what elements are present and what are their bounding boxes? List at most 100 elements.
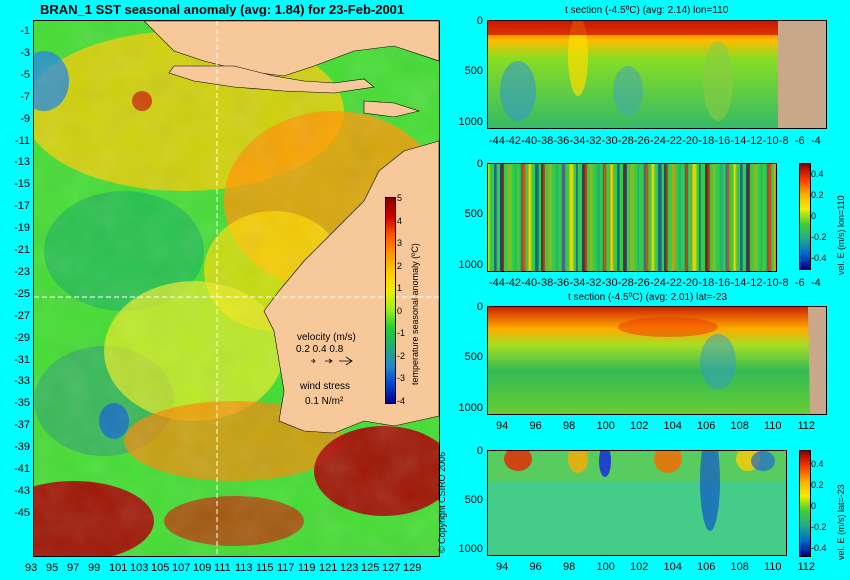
sst-colorbar-tick: -2 xyxy=(397,350,406,361)
panel-y-tick: 0 xyxy=(476,15,483,27)
vel-colorbar-tick: 0.4 xyxy=(811,459,824,469)
velocity-stripe xyxy=(665,164,668,271)
velocity-stripe xyxy=(773,164,776,271)
velocity-stripe xyxy=(555,164,559,271)
sst-map xyxy=(33,20,440,557)
velocity-stripe xyxy=(767,164,772,271)
vel-colorbar-tick: 0 xyxy=(811,211,817,221)
panel-y-tick: 0 xyxy=(476,445,483,457)
panel-x-tick: 106 xyxy=(697,420,716,432)
velocity-stripe xyxy=(747,164,749,271)
velocity-stripe xyxy=(508,164,512,271)
panel-x-tick: -32 xyxy=(585,135,602,147)
map-y-tick: -27 xyxy=(14,309,30,322)
map-y-tick: -31 xyxy=(14,353,30,366)
map-x-tick: 99 xyxy=(88,562,101,574)
panel-x-tick: -30 xyxy=(601,135,618,147)
copyright: © Copyright CSIRO 2006 xyxy=(437,451,447,553)
panel-x-tick: -42 xyxy=(505,135,521,147)
velocity-stripe xyxy=(549,164,551,271)
sst-colorbar-tick: 5 xyxy=(397,193,403,203)
velocity-stripe xyxy=(611,164,613,271)
panel-x-tick: -28 xyxy=(617,277,634,289)
map-x-tick: 103 xyxy=(130,562,149,574)
velocity-stripe xyxy=(624,164,626,271)
panel-y-tick: 0 xyxy=(476,301,483,313)
velocity-stripe xyxy=(535,164,539,271)
panel-x-tick: -38 xyxy=(537,135,554,147)
panel-x-tick: 96 xyxy=(529,420,542,432)
panel-x-tick: 94 xyxy=(496,561,509,573)
panel-x-tick: -6 xyxy=(794,277,805,289)
map-x-tick: 121 xyxy=(319,562,338,574)
velocity-stripe xyxy=(583,164,587,271)
sst-colorbar-tick: -4 xyxy=(397,395,406,406)
vel-colorbar-tick: 0.2 xyxy=(811,480,824,490)
sst-colorbar-tick: 1 xyxy=(397,283,403,293)
velocity-scale: 0.2 0.4 0.8 xyxy=(296,344,344,355)
map-y-tick: -33 xyxy=(14,375,30,388)
panel4-colorbar xyxy=(799,450,811,557)
panel-x-tick: -14 xyxy=(730,135,747,147)
map-x-tick: 93 xyxy=(25,562,38,574)
panel2-colorbar-label: vel. E (m/s) lon=110 xyxy=(836,195,846,275)
map-y-tick: -13 xyxy=(14,156,30,169)
map-y-tick: -5 xyxy=(20,68,30,81)
map-x-tick: 101 xyxy=(109,562,128,574)
panel-x-tick: -40 xyxy=(521,277,538,289)
panel-x-tick: -34 xyxy=(569,277,586,289)
panel-x-tick: 96 xyxy=(529,561,542,573)
vel-colorbar-tick: 0.4 xyxy=(811,169,824,179)
map-y-tick: -25 xyxy=(14,287,30,300)
sst-colorbar-tick: -1 xyxy=(397,328,406,338)
panel-x-tick: -30 xyxy=(601,277,618,289)
panel-x-tick: 98 xyxy=(563,420,576,432)
panel-x-tick: 110 xyxy=(764,420,782,432)
velocity-stripe xyxy=(562,164,565,271)
panel-x-tick: 102 xyxy=(630,420,649,432)
map-y-tick: -3 xyxy=(20,46,30,59)
map-y-tick: -15 xyxy=(14,178,30,191)
panel-x-tick: -8 xyxy=(778,135,789,147)
panel-x-tick: -42 xyxy=(505,277,521,289)
map-y-tick: -17 xyxy=(14,200,30,213)
map-y-tick: -9 xyxy=(20,112,30,125)
panel-y-tick: 500 xyxy=(464,493,483,506)
map-x-tick: 119 xyxy=(298,562,316,574)
velocity-stripe xyxy=(706,164,710,271)
vel-colorbar-tick: -0.2 xyxy=(811,522,827,532)
velocity-stripe xyxy=(514,164,517,271)
sst-colorbar-tick: 3 xyxy=(397,238,403,248)
map-x-tick: 109 xyxy=(193,562,212,574)
velocity-stripe xyxy=(713,164,716,271)
sst-colorbar xyxy=(385,197,396,404)
panel-x-tick: -4 xyxy=(811,277,821,289)
panel-y-tick: 1000 xyxy=(458,258,483,271)
map-x-tick: 125 xyxy=(361,562,380,574)
panel1-title: t section (-4.5ºC) (avg: 2.14) lon=110 xyxy=(565,5,729,16)
velocity-stripe xyxy=(740,164,743,271)
panel-x-tick: -8 xyxy=(778,277,789,289)
map-x-tick: 111 xyxy=(214,562,231,574)
panel-x-tick: -20 xyxy=(682,277,699,289)
velocity-stripe xyxy=(541,164,543,271)
panel-x-tick: 108 xyxy=(730,561,749,573)
panel-x-tick: -26 xyxy=(633,135,650,147)
sst-colorbar-tick: 0 xyxy=(397,305,403,316)
map-x-tick: 117 xyxy=(277,562,295,574)
map-y-tick: -29 xyxy=(14,331,30,344)
velocity-stripe xyxy=(672,164,674,271)
panel-x-tick: 104 xyxy=(663,420,682,432)
velocity-stripe xyxy=(521,164,526,271)
panel-x-tick: -28 xyxy=(617,135,634,147)
map-x-tick: 113 xyxy=(235,562,253,574)
panel-x-tick: -22 xyxy=(666,277,682,289)
panel-x-tick: -14 xyxy=(730,277,747,289)
velocity-stripe xyxy=(699,164,701,271)
velocity-stripe xyxy=(734,164,736,271)
velocity-stripe xyxy=(754,164,758,271)
sst-map-svg xyxy=(34,21,439,556)
velocity-stripe xyxy=(494,164,497,271)
vel-colorbar-tick: -0.2 xyxy=(811,232,827,242)
panel-y-tick: 0 xyxy=(476,158,483,170)
